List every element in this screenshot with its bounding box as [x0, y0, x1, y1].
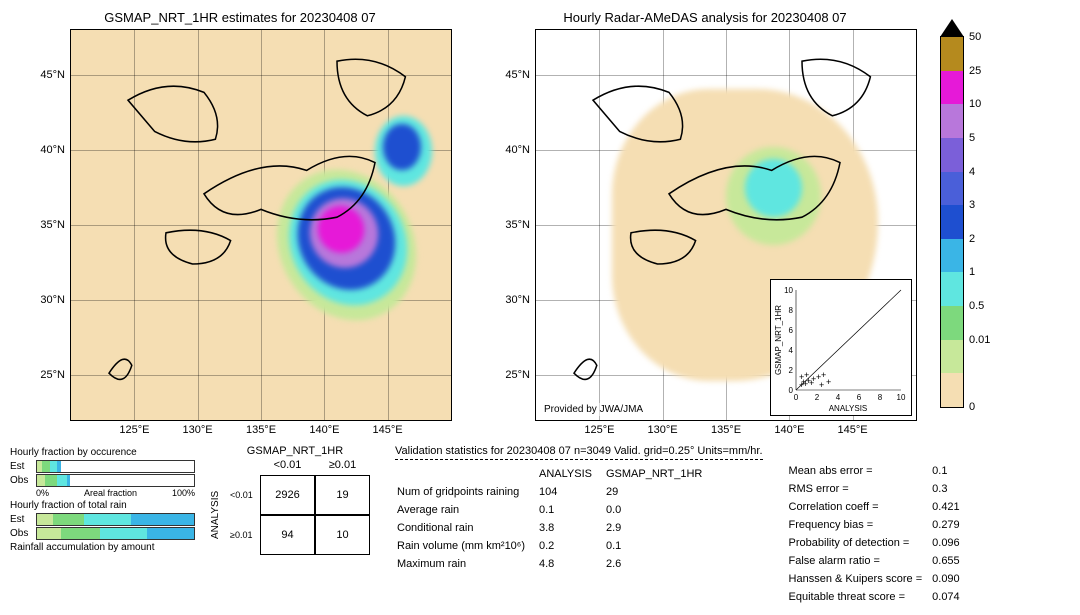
stacked-bars: Hourly fraction by occurence Est Obs 0%A…: [10, 445, 195, 615]
left-map-box: 45°N 40°N 35°N 30°N 25°N 125°E 130°E 135…: [70, 29, 452, 421]
contingency-table: GSMAP_NRT_1HR <0.01 ≥0.01 ANALYSIS <0.01…: [210, 445, 380, 615]
colorbar: 50 25 10 5 4 3 2 1 0.5 0.01 0: [940, 36, 964, 408]
right-map-panel: Hourly Radar-AMeDAS analysis for 2023040…: [475, 10, 935, 440]
stats-right-table: Mean abs error =0.1 RMS error =0.3 Corre…: [783, 461, 966, 607]
svg-text:10: 10: [897, 393, 906, 402]
svg-text:0: 0: [794, 393, 799, 402]
svg-text:GSMAP_NRT_1HR: GSMAP_NRT_1HR: [774, 305, 783, 375]
svg-text:4: 4: [836, 393, 841, 402]
svg-text:0: 0: [789, 386, 794, 395]
svg-text:+: +: [819, 380, 824, 390]
stats-left-table: ANALYSISGSMAP_NRT_1HR Num of gridpoints …: [395, 464, 716, 574]
svg-text:8: 8: [878, 393, 883, 402]
bottom-panel: Hourly fraction by occurence Est Obs 0%A…: [10, 445, 1070, 615]
attribution-text: Provided by JWA/JMA: [542, 403, 645, 416]
colorbar-panel: 50 25 10 5 4 3 2 1 0.5 0.01 0: [940, 10, 1070, 440]
svg-text:8: 8: [789, 306, 794, 315]
svg-text:10: 10: [784, 286, 793, 295]
triangle-up-icon: [940, 19, 964, 37]
svg-text:6: 6: [789, 326, 794, 335]
svg-text:+: +: [826, 377, 831, 387]
svg-text:+: +: [804, 370, 809, 380]
svg-text:6: 6: [857, 393, 862, 402]
stats-panel: Validation statistics for 20230408 07 n=…: [395, 445, 1070, 615]
right-map-title: Hourly Radar-AMeDAS analysis for 2023040…: [475, 10, 935, 25]
root-container: GSMAP_NRT_1HR estimates for 20230408 07: [10, 10, 1070, 615]
svg-text:ANALYSIS: ANALYSIS: [829, 404, 868, 413]
inset-scatter: 0 2 4 6 8 10 ANALYSIS 0 2 4 6 8 10 GSMAP_NRT_1HR…: [770, 279, 912, 416]
right-map-box: Provided by JWA/JMA 0 2 4 6 8 10 ANALYSIS: [535, 29, 917, 421]
left-map-panel: GSMAP_NRT_1HR estimates for 20230408 07: [10, 10, 470, 440]
svg-text:2: 2: [815, 393, 820, 402]
svg-text:4: 4: [789, 346, 794, 355]
svg-text:2: 2: [789, 366, 794, 375]
japan-coastline-icon: [71, 30, 451, 420]
left-map-title: GSMAP_NRT_1HR estimates for 20230408 07: [10, 10, 470, 25]
